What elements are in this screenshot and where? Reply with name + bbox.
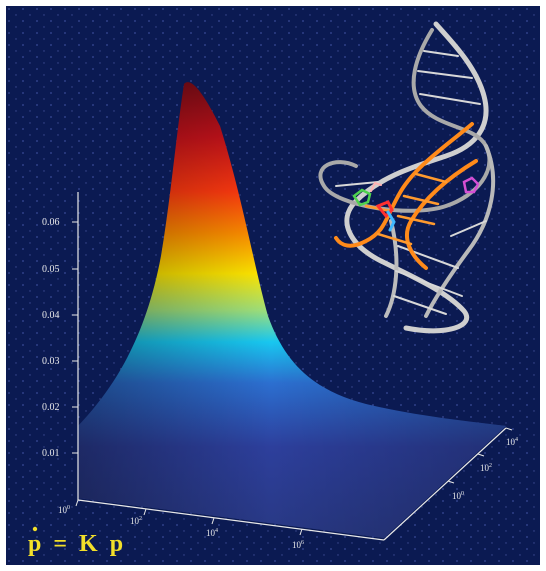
equation-dot <box>32 526 38 532</box>
y-tick-label: 10 <box>480 463 490 473</box>
svg-text:104: 104 <box>506 437 518 447</box>
y-axis-line <box>383 427 507 541</box>
svg-text:102: 102 <box>130 516 142 526</box>
x-axis-ticks: 100 102 104 106 <box>58 499 304 550</box>
z-tick-label: 0.05 <box>42 264 60 275</box>
equation-p: p <box>110 531 123 557</box>
equation-p-dot: p <box>28 531 41 557</box>
x-tick-exponent: 4 <box>215 528 218 534</box>
y-tick-exponent: 4 <box>515 437 518 443</box>
y-tick-label: 10 <box>452 491 462 501</box>
figure-panel: 0.01 0.02 0.03 0.04 0.05 0.06 100 102 10… <box>6 6 540 565</box>
svg-text:102: 102 <box>480 463 492 473</box>
y-tick-exponent: 2 <box>489 463 492 469</box>
x-tick-label: 10 <box>130 516 140 526</box>
y-tick-exponent: 0 <box>461 491 464 497</box>
z-axis-ticks: 0.01 0.02 0.03 0.04 0.05 0.06 <box>42 217 78 459</box>
x-tick-label: 10 <box>292 540 302 550</box>
x-tick-exponent: 2 <box>139 516 142 522</box>
z-tick-label: 0.04 <box>42 310 60 321</box>
equation-equals: = <box>53 531 67 557</box>
svg-text:104: 104 <box>206 528 218 538</box>
x-axis-line <box>77 499 385 541</box>
y-axis-ticks: 100 102 104 <box>447 427 518 501</box>
z-tick-label: 0.01 <box>42 448 60 459</box>
master-equation: p = K p <box>28 526 123 557</box>
surface-shading <box>78 82 506 539</box>
x-tick-exponent: 0 <box>67 505 70 511</box>
svg-text:100: 100 <box>452 491 464 501</box>
y-tick-label: 10 <box>506 437 516 447</box>
z-tick-label: 0.02 <box>42 402 60 413</box>
rna-molecule-illustration <box>318 21 496 334</box>
svg-text:100: 100 <box>58 505 70 515</box>
svg-text:p = K p: p = K p <box>28 531 123 557</box>
z-tick-label: 0.03 <box>42 356 60 367</box>
svg-text:106: 106 <box>292 540 304 550</box>
x-tick-label: 10 <box>206 528 216 538</box>
figure-canvas: 0.01 0.02 0.03 0.04 0.05 0.06 100 102 10… <box>6 6 540 565</box>
equation-K: K <box>79 531 98 557</box>
x-tick-exponent: 6 <box>301 540 304 546</box>
z-tick-label: 0.06 <box>42 217 60 228</box>
x-tick-label: 10 <box>58 505 68 515</box>
